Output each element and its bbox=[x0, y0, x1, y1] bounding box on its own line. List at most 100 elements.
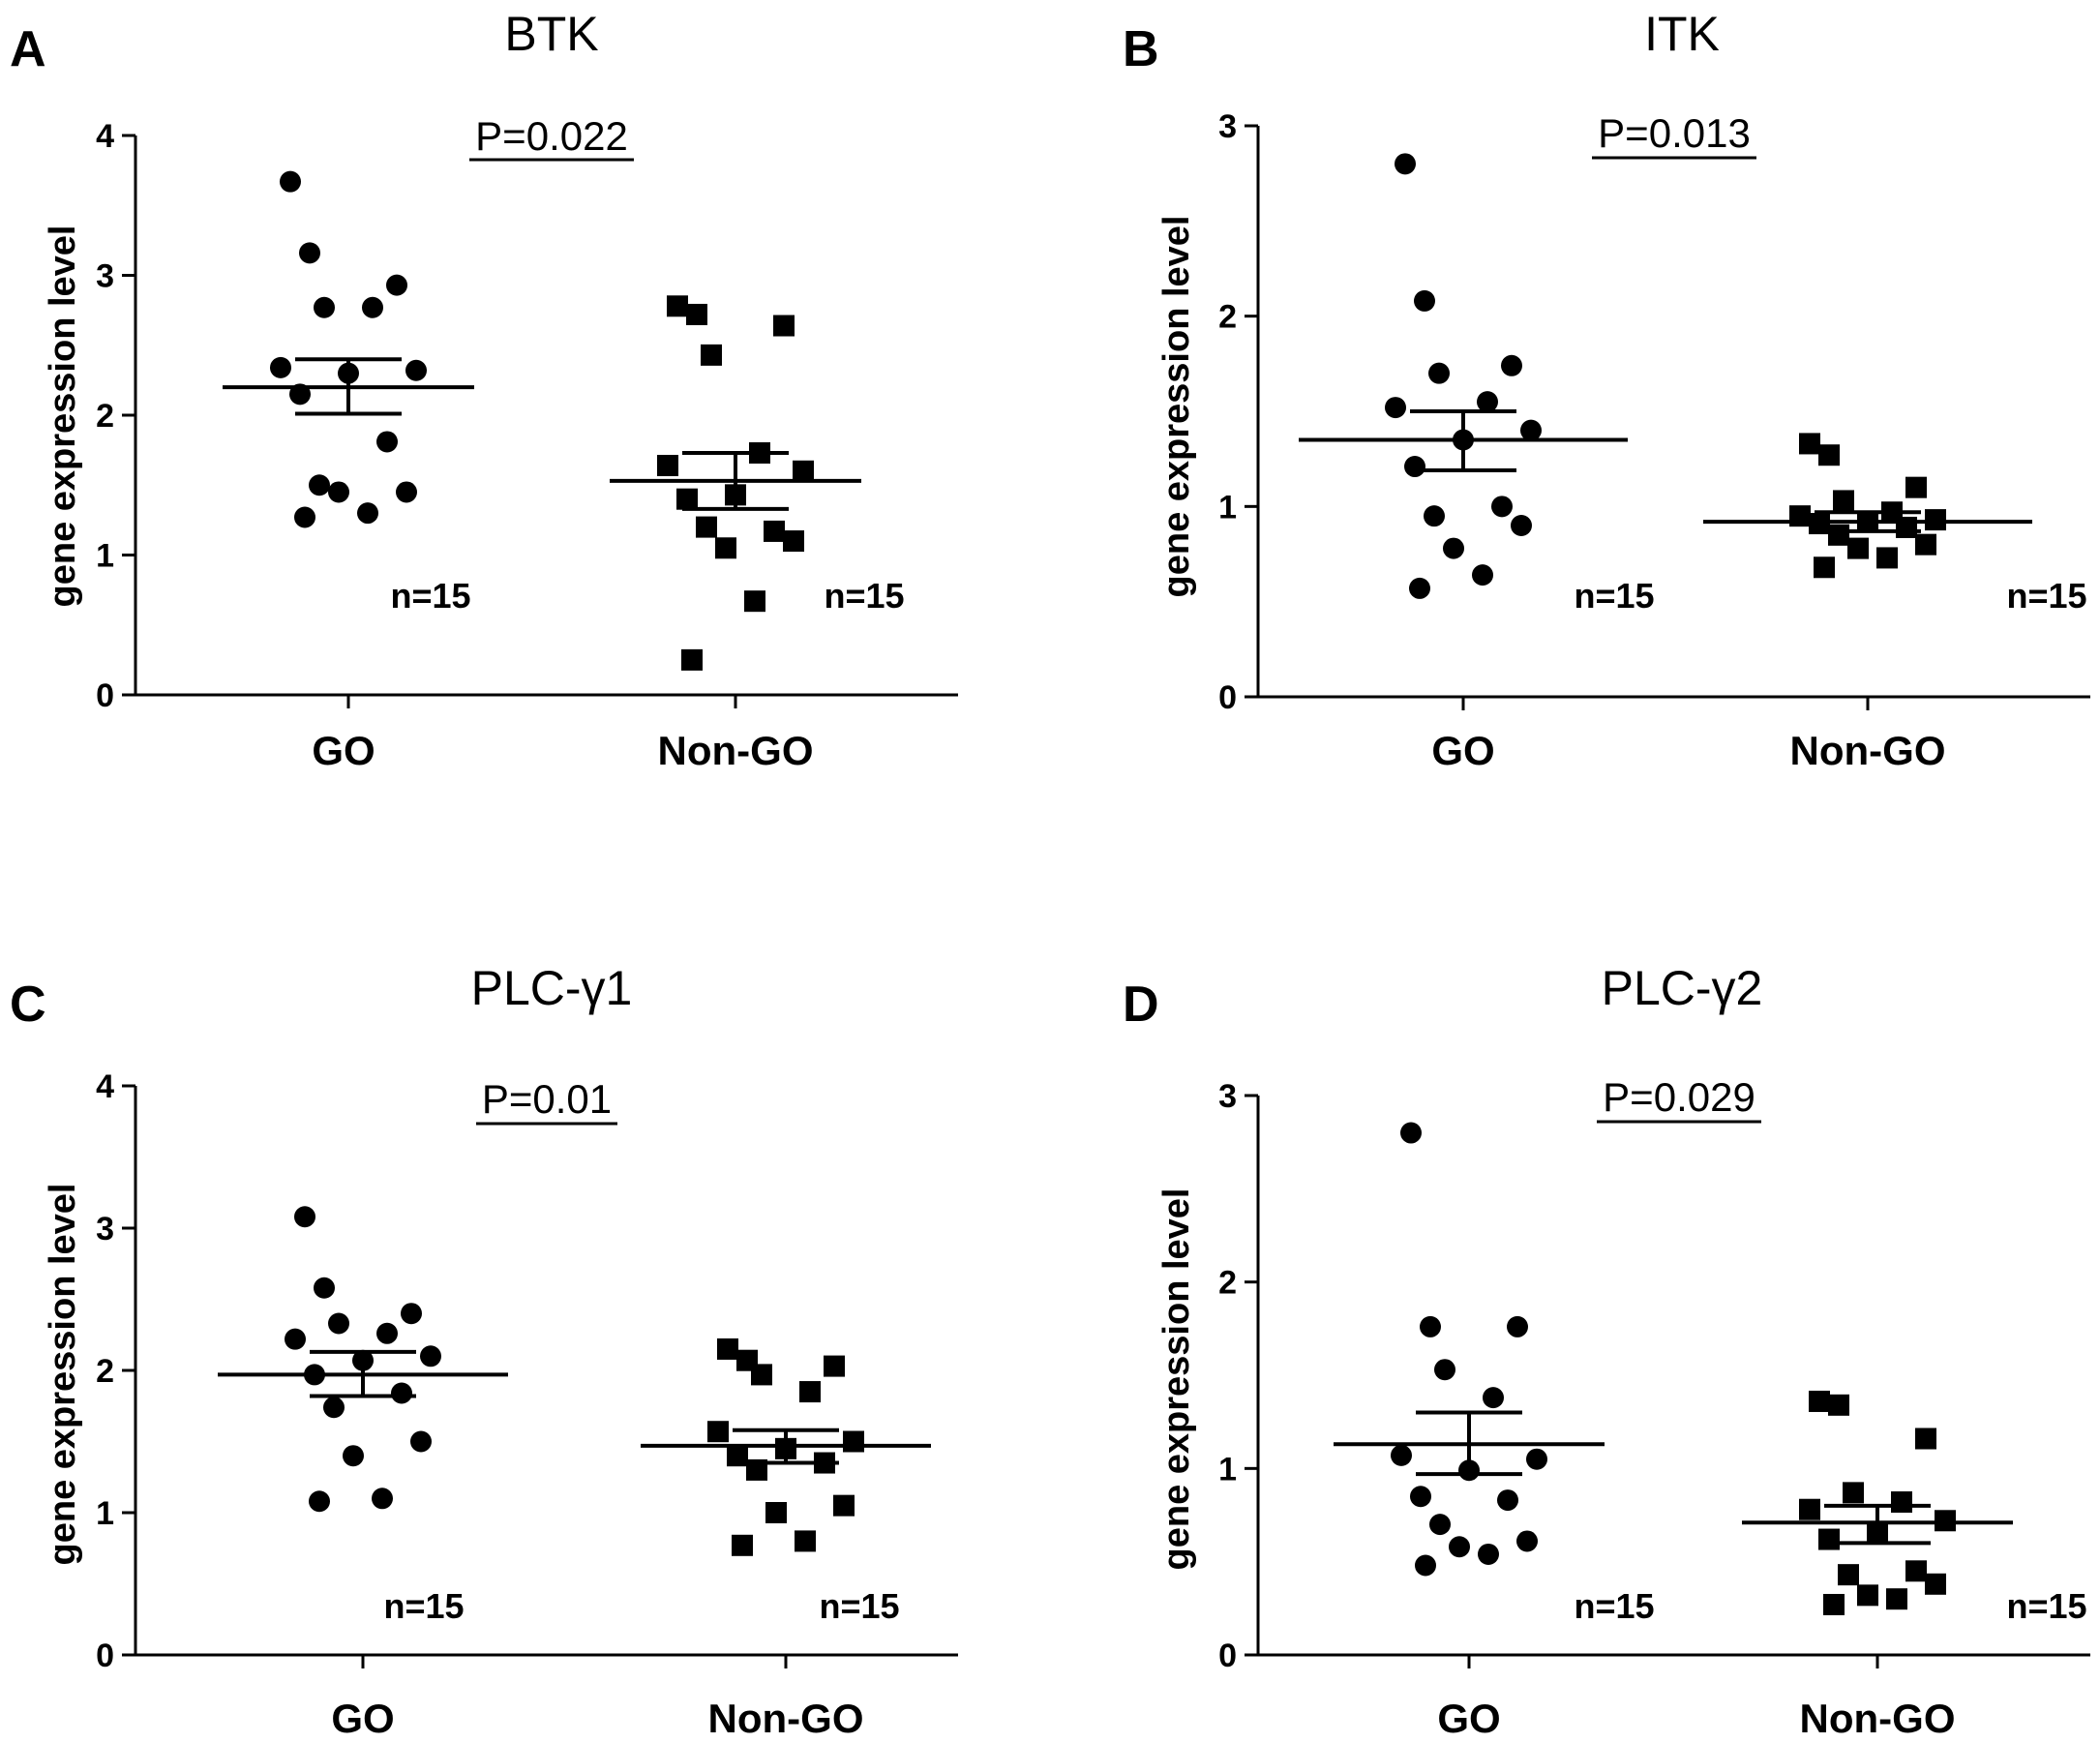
y-axis-label: gene expression level bbox=[1156, 216, 1197, 598]
y-tick-label: 0 bbox=[1218, 1638, 1237, 1674]
data-point bbox=[401, 1303, 422, 1325]
y-tick-label: 1 bbox=[1218, 1451, 1237, 1488]
plot-area: 0 1 2 3 bbox=[1218, 1078, 2090, 1674]
y-axis-label: gene expression level bbox=[43, 225, 83, 608]
data-point bbox=[1501, 354, 1522, 376]
x-category-non-go: Non-GO bbox=[1800, 1696, 1956, 1741]
data-point bbox=[1497, 1489, 1518, 1512]
data-point bbox=[1428, 362, 1450, 384]
data-point bbox=[1823, 1593, 1845, 1615]
data-point bbox=[386, 274, 407, 296]
plot-area: 0 1 2 3 4 bbox=[96, 1068, 958, 1674]
panel-letter: A bbox=[10, 21, 46, 77]
n-label-non-go: n=15 bbox=[2006, 1586, 2086, 1626]
y-tick-label: 1 bbox=[96, 1495, 114, 1532]
y-tick-label: 3 bbox=[1218, 108, 1237, 145]
data-point bbox=[833, 1494, 855, 1517]
data-point bbox=[717, 1337, 738, 1360]
y-tick-label: 2 bbox=[1218, 299, 1237, 336]
y-tick-label: 2 bbox=[96, 1353, 114, 1390]
p-value-label: P=0.01 bbox=[482, 1076, 612, 1122]
data-point bbox=[1507, 1315, 1528, 1337]
y-tick-label: 2 bbox=[96, 398, 114, 435]
chart-title: BTK bbox=[504, 7, 598, 61]
data-point bbox=[280, 170, 301, 193]
data-point bbox=[1385, 397, 1406, 419]
data-point bbox=[1478, 1543, 1499, 1565]
y-tick-label: 1 bbox=[1218, 489, 1237, 526]
data-point bbox=[1414, 289, 1435, 312]
data-point bbox=[410, 1430, 432, 1453]
data-point bbox=[1925, 1573, 1946, 1595]
data-point bbox=[1905, 476, 1927, 498]
plot-area: 0 1 2 3 bbox=[1218, 108, 2090, 716]
data-point bbox=[1809, 1390, 1830, 1412]
panel-letter: D bbox=[1123, 977, 1159, 1033]
data-point bbox=[309, 1490, 330, 1513]
data-point bbox=[396, 481, 417, 503]
data-point bbox=[751, 1364, 772, 1386]
y-axis-label: gene expression level bbox=[1156, 1188, 1197, 1571]
data-point bbox=[707, 1421, 729, 1443]
data-point bbox=[1876, 547, 1898, 569]
data-point bbox=[773, 315, 795, 337]
data-point bbox=[1420, 1315, 1441, 1337]
y-tick-label: 1 bbox=[96, 538, 114, 575]
data-point bbox=[1799, 433, 1820, 455]
data-point bbox=[362, 296, 383, 318]
data-point bbox=[323, 1397, 345, 1419]
chart-title: ITK bbox=[1644, 7, 1720, 61]
data-point bbox=[1891, 1491, 1912, 1514]
y-tick-label: 3 bbox=[96, 1211, 114, 1247]
data-point bbox=[657, 455, 678, 477]
data-point bbox=[1434, 1359, 1455, 1381]
data-point bbox=[1443, 537, 1464, 559]
x-category-non-go: Non-GO bbox=[708, 1696, 864, 1741]
data-point bbox=[732, 1534, 753, 1556]
y-axis-label: gene expression level bbox=[43, 1184, 83, 1566]
data-point bbox=[715, 537, 736, 559]
data-point bbox=[1828, 1394, 1849, 1416]
data-point bbox=[270, 356, 291, 378]
data-point bbox=[1395, 153, 1416, 175]
data-point bbox=[1915, 533, 1936, 556]
data-point bbox=[1847, 537, 1869, 559]
data-point bbox=[1833, 490, 1854, 512]
data-point bbox=[285, 1328, 306, 1350]
data-point bbox=[1429, 1514, 1451, 1536]
panel-letter: B bbox=[1123, 21, 1159, 77]
data-point bbox=[1886, 1588, 1907, 1610]
x-category-non-go: Non-GO bbox=[658, 728, 814, 773]
p-value-label: P=0.022 bbox=[475, 113, 628, 159]
data-point bbox=[686, 303, 707, 325]
panel-c: C PLC-γ1 P=0.01 gene expression level n=… bbox=[10, 961, 958, 1741]
data-point bbox=[1905, 1560, 1927, 1582]
data-point bbox=[1424, 505, 1445, 527]
data-point bbox=[795, 1530, 816, 1552]
data-point bbox=[343, 1445, 364, 1467]
data-point bbox=[328, 1312, 349, 1335]
data-point bbox=[1828, 524, 1849, 546]
y-tick-label: 3 bbox=[96, 258, 114, 295]
panel-a: A BTK P=0.022 gene expression level n=15… bbox=[10, 7, 958, 773]
y-tick-label: 0 bbox=[1218, 679, 1237, 716]
chart-title: PLC-γ1 bbox=[471, 961, 633, 1015]
data-point bbox=[1838, 1564, 1859, 1586]
panel-letter: C bbox=[10, 977, 46, 1033]
data-point bbox=[309, 474, 330, 496]
n-label-go: n=15 bbox=[390, 576, 470, 616]
data-point bbox=[405, 359, 427, 381]
x-category-go: GO bbox=[312, 728, 375, 773]
data-point bbox=[391, 1382, 412, 1404]
n-label-non-go: n=15 bbox=[2006, 576, 2086, 616]
data-point bbox=[1915, 1427, 1936, 1450]
x-category-non-go: Non-GO bbox=[1790, 728, 1946, 773]
data-point bbox=[676, 488, 698, 510]
panel-b: B ITK P=0.013 gene expression level n=15… bbox=[1123, 7, 2090, 773]
data-point bbox=[1400, 1122, 1422, 1144]
data-point bbox=[765, 1502, 787, 1523]
n-label-non-go: n=15 bbox=[824, 576, 904, 616]
y-tick-label: 0 bbox=[96, 677, 114, 714]
data-point bbox=[1483, 1387, 1504, 1409]
